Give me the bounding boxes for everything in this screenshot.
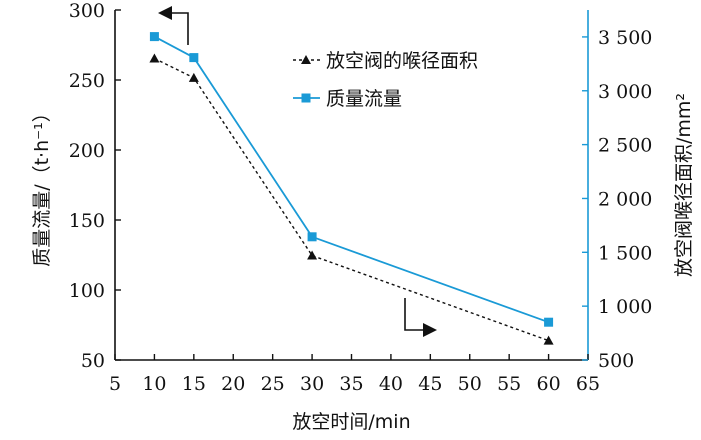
legend-label: 质量流量 xyxy=(326,88,402,110)
left-axis-arrow-line xyxy=(168,12,189,45)
right-y-tick-label: 1 000 xyxy=(598,296,652,318)
x-tick-label: 25 xyxy=(261,373,285,395)
left-y-tick-label: 300 xyxy=(69,0,105,22)
right-y-axis-title: 放空阀喉径面积/mm² xyxy=(673,93,695,277)
x-tick-label: 55 xyxy=(497,373,521,395)
data-point-square xyxy=(189,53,199,63)
x-tick-label: 5 xyxy=(109,373,121,395)
data-point-triangle xyxy=(543,335,554,345)
x-tick-label: 65 xyxy=(576,373,600,395)
x-tick-label: 45 xyxy=(418,373,442,395)
left-y-axis-title: 质量流量/（t·h⁻¹） xyxy=(31,103,53,267)
right-y-tick-label: 500 xyxy=(598,350,634,372)
right-y-axis-ticks: 500 1 000 1 500 2 000 2 500 3 000 3 500 xyxy=(582,27,652,372)
legend-label: 放空阀的喉径面积 xyxy=(326,50,478,72)
x-tick-label: 40 xyxy=(379,373,403,395)
right-y-tick-label: 3 500 xyxy=(598,27,652,49)
data-point-square xyxy=(307,232,317,242)
x-tick-label: 35 xyxy=(339,373,363,395)
left-y-axis-ticks: 50 100 150 200 250 300 xyxy=(69,0,121,372)
data-point-square xyxy=(544,317,554,327)
right-y-tick-label: 1 500 xyxy=(598,242,652,264)
right-y-tick-label: 2 500 xyxy=(598,135,652,157)
legend-swatch-triangle xyxy=(301,55,311,64)
x-tick-label: 50 xyxy=(458,373,482,395)
right-y-tick-label: 2 000 xyxy=(598,188,652,210)
left-y-tick-label: 50 xyxy=(81,350,105,372)
left-axis-arrow-head xyxy=(158,6,172,20)
x-axis-ticks: 5 10 15 20 25 30 35 40 45 50 55 60 65 xyxy=(109,354,600,395)
right-y-tick-label: 3 000 xyxy=(598,81,652,103)
left-y-tick-label: 250 xyxy=(69,70,105,92)
x-tick-label: 20 xyxy=(221,373,245,395)
x-tick-label: 60 xyxy=(536,373,560,395)
series-line xyxy=(153,35,549,324)
axis-indicator-arrows xyxy=(158,6,437,337)
data-point-triangle xyxy=(307,250,318,260)
left-y-tick-label: 200 xyxy=(69,140,105,162)
x-tick-label: 10 xyxy=(142,373,166,395)
data-point-triangle xyxy=(188,72,199,82)
series-line xyxy=(154,57,549,342)
data-point-triangle xyxy=(149,53,160,63)
series-layer xyxy=(149,32,554,345)
x-tick-label: 15 xyxy=(182,373,206,395)
right-axis-arrow-head xyxy=(423,323,437,337)
left-y-tick-label: 150 xyxy=(69,210,105,232)
legend-swatch-square xyxy=(301,93,311,103)
left-y-tick-label: 100 xyxy=(69,280,105,302)
right-axis-arrow-line xyxy=(404,298,425,331)
x-tick-label: 30 xyxy=(300,373,324,395)
x-axis-title: 放空时间/min xyxy=(292,411,410,433)
data-point-square xyxy=(149,32,159,42)
